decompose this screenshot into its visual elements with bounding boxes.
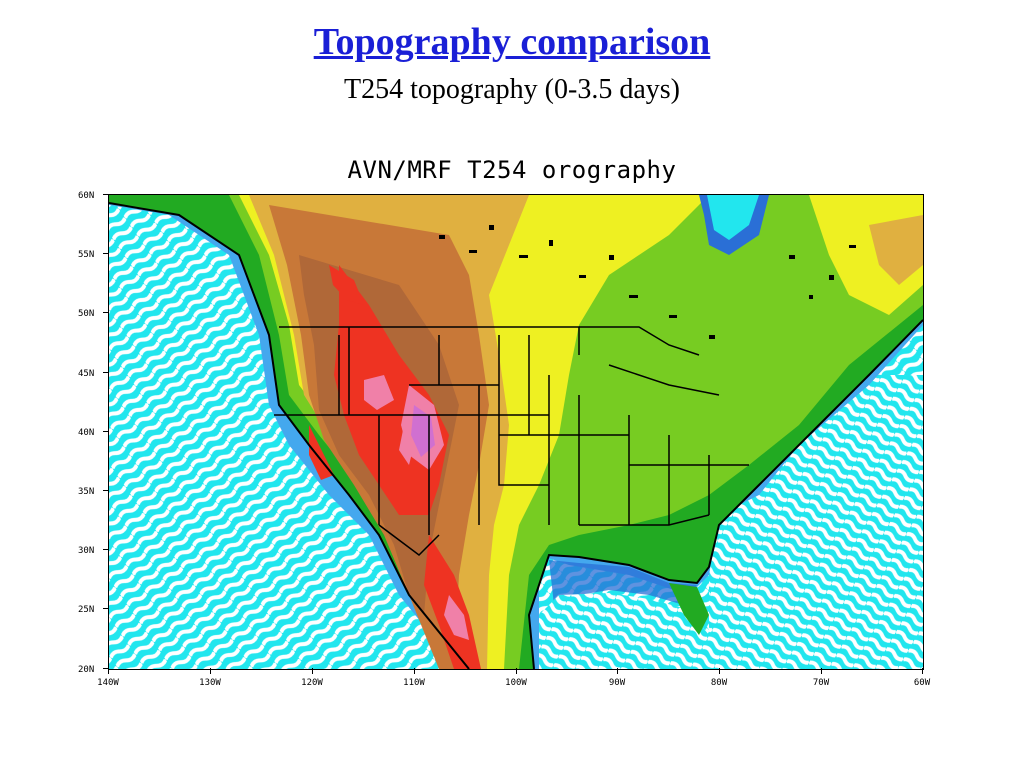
red-sierra xyxy=(309,425,334,480)
lon-label-100w: 100W xyxy=(505,678,527,688)
lat-label-45n: 45N xyxy=(78,369,95,379)
lat-tick xyxy=(103,194,109,195)
lon-tick xyxy=(821,668,822,674)
lon-tick xyxy=(210,668,211,674)
lon-tick xyxy=(617,668,618,674)
lat-label-30n: 30N xyxy=(78,546,95,556)
pink-peak-2 xyxy=(364,375,394,410)
lon-label-90w: 90W xyxy=(608,678,626,688)
lat-tick xyxy=(103,490,109,491)
lat-label-40n: 40N xyxy=(78,428,95,438)
lon-label-140w: 140W xyxy=(97,678,119,688)
pink-peak-4 xyxy=(444,595,469,640)
coastline xyxy=(109,202,923,669)
lat-tick xyxy=(103,668,109,669)
lat-tick xyxy=(103,608,109,609)
florida xyxy=(669,583,709,635)
lon-label-110w: 110W xyxy=(403,678,425,688)
lat-label-50n: 50N xyxy=(78,309,95,319)
pink-peak-3 xyxy=(399,425,414,465)
lon-tick xyxy=(312,668,313,674)
red-north xyxy=(329,265,364,305)
slide-subtitle: T254 topography (0-3.5 days) xyxy=(344,74,680,105)
lon-tick xyxy=(516,668,517,674)
lat-label-20n: 20N xyxy=(78,665,95,675)
us-borders xyxy=(274,326,749,556)
gulf-ocean xyxy=(539,593,729,669)
lat-tick xyxy=(103,431,109,432)
lon-label-80w: 80W xyxy=(710,678,728,688)
lon-tick xyxy=(108,668,109,674)
hudson-bay-inner xyxy=(707,195,759,240)
lon-tick xyxy=(922,668,923,674)
slide-title: Topography comparison xyxy=(313,21,711,63)
lon-tick xyxy=(719,668,720,674)
map-title: AVN/MRF T254 orography xyxy=(347,156,677,184)
lat-label-25n: 25N xyxy=(78,605,95,615)
tan-east xyxy=(869,215,923,285)
lon-label-120w: 120W xyxy=(301,678,323,688)
gulf-coast-water xyxy=(549,560,697,605)
lon-label-130w: 130W xyxy=(199,678,221,688)
orography-map xyxy=(108,194,924,670)
lat-label-60n: 60N xyxy=(78,191,95,201)
northern-lakes xyxy=(439,225,856,339)
lat-tick xyxy=(103,549,109,550)
lat-label-35n: 35N xyxy=(78,487,95,497)
lat-tick xyxy=(103,253,109,254)
lat-tick xyxy=(103,372,109,373)
lon-tick xyxy=(414,668,415,674)
lon-label-60w: 60W xyxy=(913,678,931,688)
lat-label-55n: 55N xyxy=(78,250,95,260)
lon-label-70w: 70W xyxy=(812,678,830,688)
lat-tick xyxy=(103,312,109,313)
